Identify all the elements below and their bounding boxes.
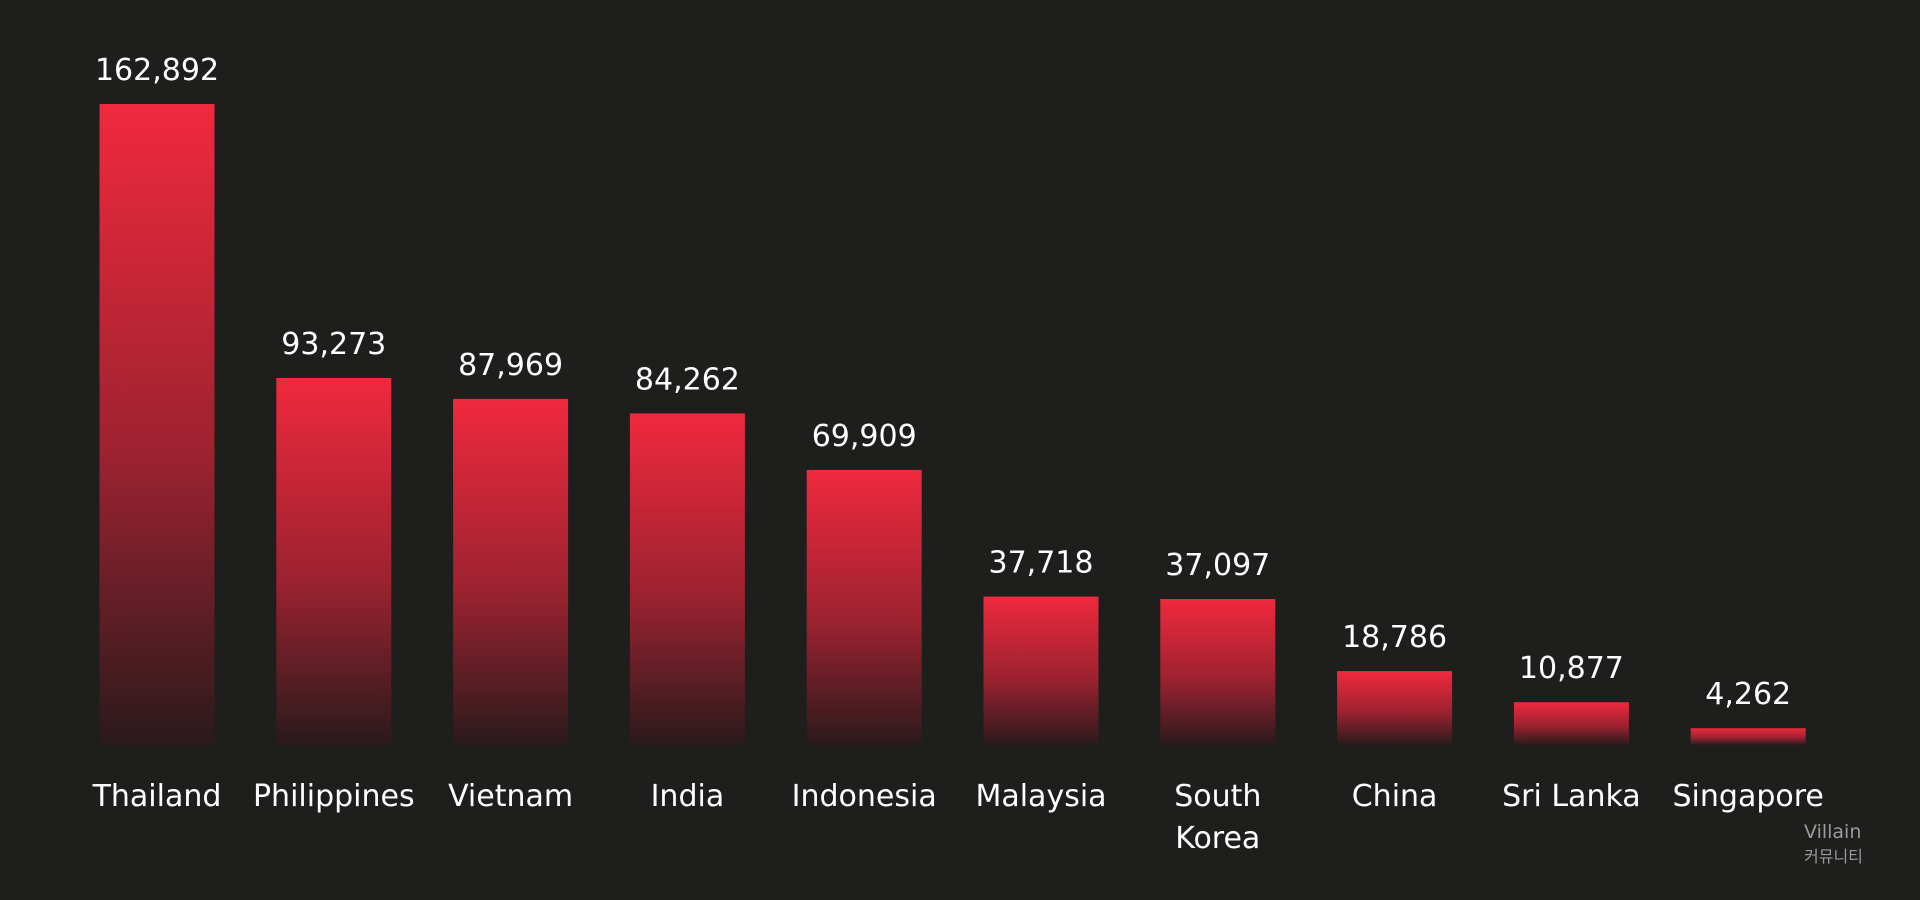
bar [99,104,215,745]
bar [806,469,922,745]
bar [453,398,569,745]
x-tick-label: Sri Lanka [1502,779,1641,814]
x-tick-label: China [1352,779,1438,814]
bar [629,413,745,745]
value-label: 10,877 [1519,651,1624,686]
x-tick-label: Malaysia [975,779,1106,814]
value-label: 69,909 [812,419,917,454]
value-label: 37,097 [1165,548,1270,583]
bar [983,596,1099,745]
value-label: 18,786 [1342,620,1447,655]
value-label: 4,262 [1705,677,1791,712]
value-label: 93,273 [281,327,386,362]
value-label: 87,969 [458,348,563,383]
x-tick-label: Thailand [92,779,222,814]
x-tick-label: Philippines [253,779,415,814]
bar [1513,702,1629,745]
x-tick-label: Vietnam [448,779,573,814]
watermark-sub: 커뮤니티 [1804,847,1863,866]
x-tick-label: Indonesia [792,779,937,814]
bar [1690,728,1806,745]
x-tick-label: South Korea [1174,779,1261,856]
bar [1337,671,1453,745]
x-tick-label: India [651,779,725,814]
watermark-name: Villain [1804,821,1861,843]
value-label: 84,262 [635,362,740,397]
value-label: 37,718 [989,546,1094,581]
x-tick-label: Singapore [1673,779,1824,814]
bar [1160,599,1276,745]
bar [276,377,392,745]
value-label: 162,892 [95,53,219,88]
